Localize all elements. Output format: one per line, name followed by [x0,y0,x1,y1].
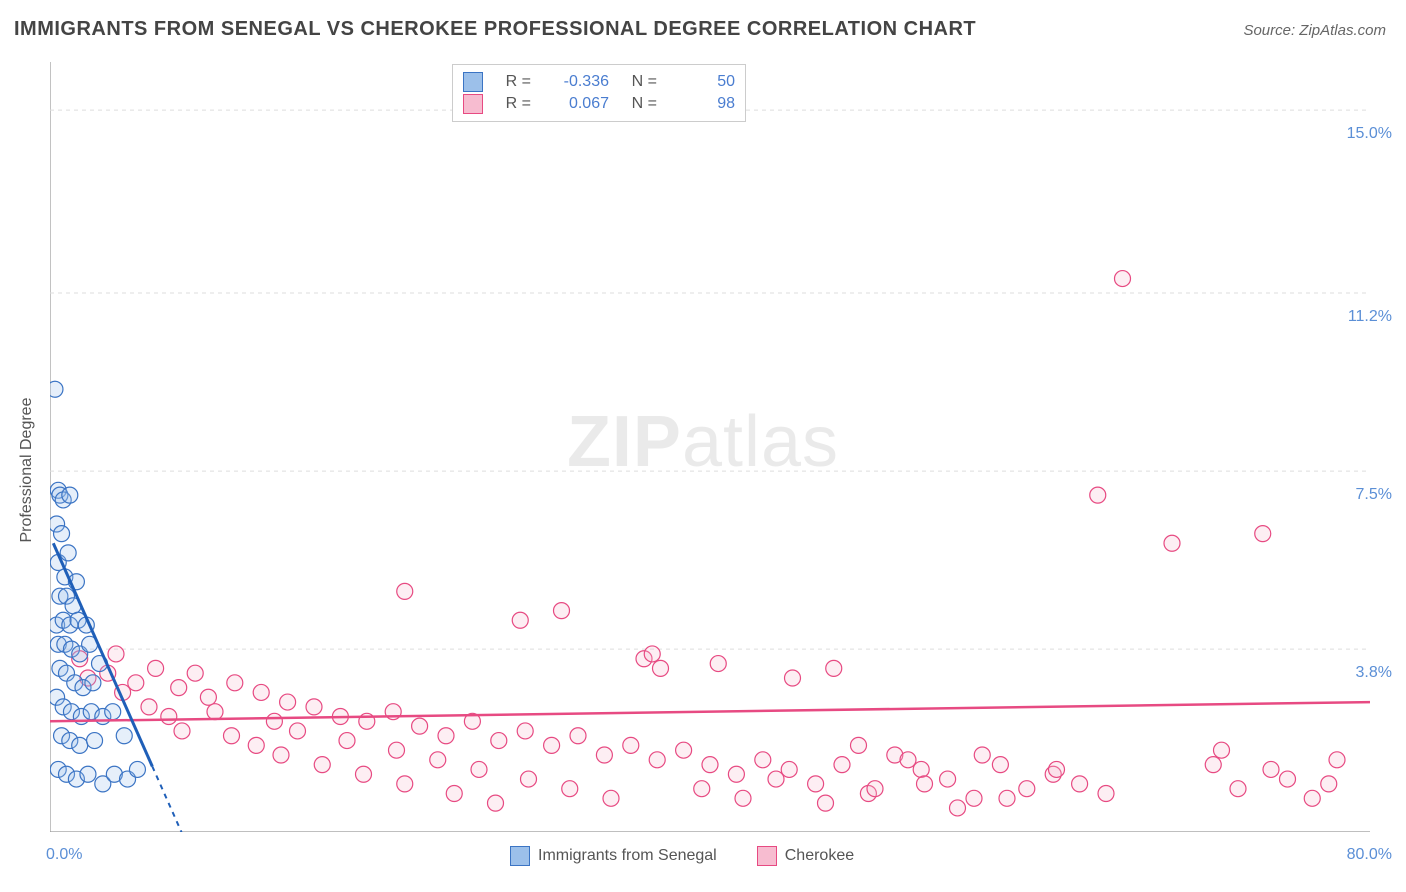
series-legend: Immigrants from Senegal Cherokee [510,846,854,866]
y-axis-label: Professional Degree [18,398,36,543]
r-value-cherokee: 0.067 [541,95,609,113]
n-value-cherokee: 98 [667,95,735,113]
source-credit: Source: ZipAtlas.com [1243,22,1386,39]
scatter-plot [50,62,1370,832]
legend-item-cherokee: Cherokee [757,846,854,866]
n-value-senegal: 50 [667,73,735,91]
y-tick-label: 15.0% [1347,125,1392,143]
swatch-cherokee [463,94,483,114]
legend-label-cherokee: Cherokee [785,847,854,865]
correlation-legend: R = -0.336 N = 50 R = 0.067 N = 98 [452,64,746,122]
legend-label-senegal: Immigrants from Senegal [538,847,717,865]
y-tick-label: 3.8% [1356,664,1392,682]
n-label: N = [619,95,657,113]
r-value-senegal: -0.336 [541,73,609,91]
swatch-senegal-icon [510,846,530,866]
r-label: R = [493,95,531,113]
y-tick-label: 7.5% [1356,486,1392,504]
legend-row-senegal: R = -0.336 N = 50 [463,71,735,93]
legend-row-cherokee: R = 0.067 N = 98 [463,93,735,115]
r-label: R = [493,73,531,91]
swatch-cherokee-icon [757,846,777,866]
legend-item-senegal: Immigrants from Senegal [510,846,717,866]
n-label: N = [619,73,657,91]
y-tick-label: 11.2% [1348,308,1392,326]
chart-title: IMMIGRANTS FROM SENEGAL VS CHEROKEE PROF… [14,18,976,41]
swatch-senegal [463,72,483,92]
x-tick-min: 0.0% [46,846,82,864]
x-tick-max: 80.0% [1347,846,1392,864]
